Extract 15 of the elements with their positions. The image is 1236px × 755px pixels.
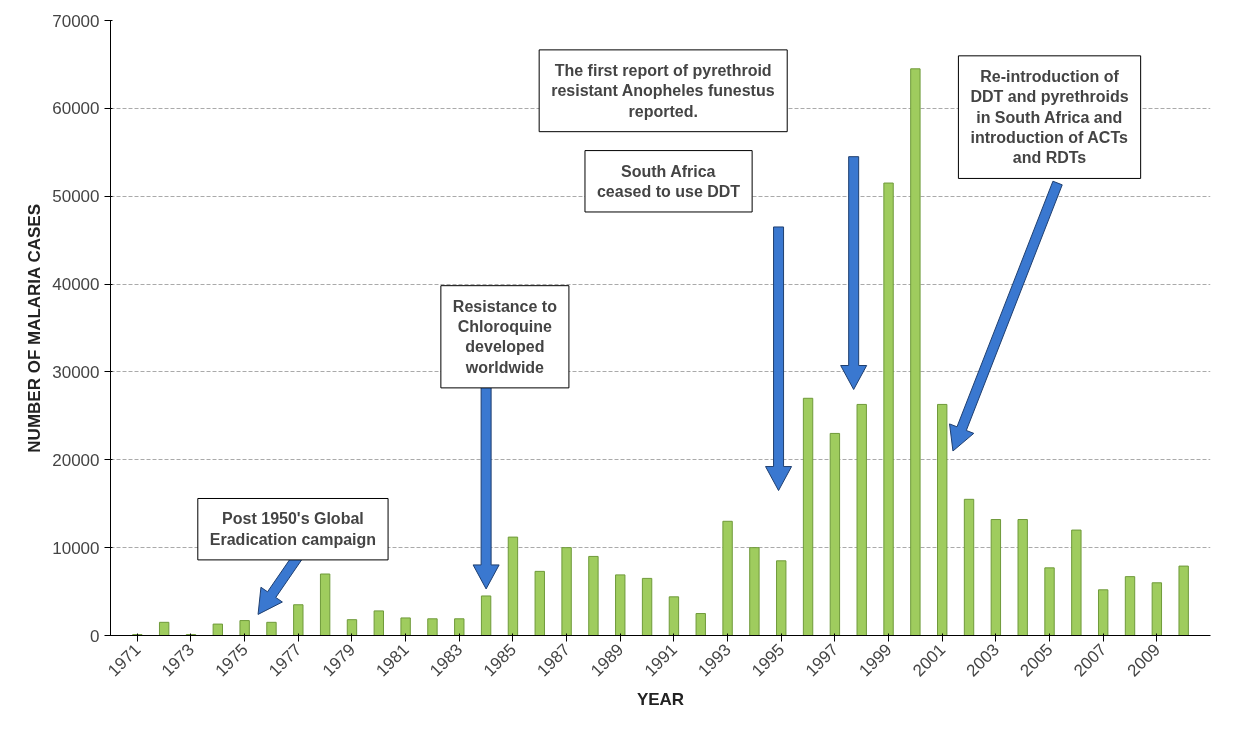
y-tick-label: 30000 (52, 362, 100, 382)
y-tick-label: 0 (90, 626, 100, 646)
y-tick-label: 10000 (52, 538, 100, 558)
annotation: South Africa ceased to use DDT (596, 162, 741, 200)
y-tick-label: 60000 (52, 99, 100, 119)
y-tick-label: 40000 (52, 275, 100, 295)
y-tick-label: 70000 (52, 11, 100, 31)
y-axis-title: NUMBER OF MALARIA CASES (25, 203, 45, 453)
y-tick-label: 20000 (52, 450, 100, 470)
x-axis-title: YEAR (636, 689, 685, 709)
annotation: Re-introduction of DDT and pyrethroids in South Africa and introduction of ACTs and RDTs (970, 67, 1129, 167)
annotation: The first report of pyrethroid resistant Anopheles funestus reported. (551, 61, 775, 120)
annotation: Post 1950's Global Eradication campaign (209, 510, 377, 548)
y-tick-label: 50000 (52, 187, 100, 207)
annotation: Resistance to Chloroquine developed worldwide (452, 297, 558, 376)
